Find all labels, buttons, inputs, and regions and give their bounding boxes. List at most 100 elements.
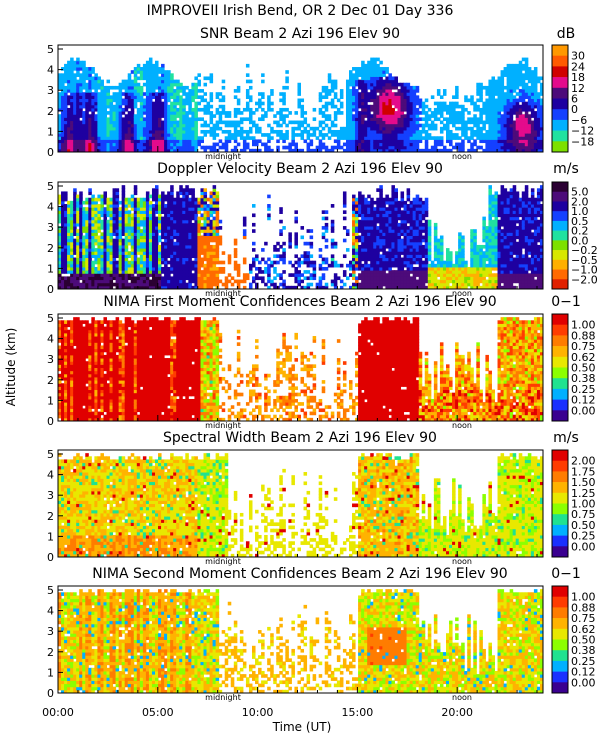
heatmap-cell xyxy=(115,285,120,290)
heatmap-cell xyxy=(64,260,68,265)
heatmap-cell xyxy=(467,148,471,153)
heatmap-cell xyxy=(58,235,62,240)
heatmap-cell xyxy=(518,60,523,65)
heatmap-cell xyxy=(533,82,538,87)
heatmap-cell xyxy=(358,219,362,224)
heatmap-cell xyxy=(142,148,147,153)
heatmap-cell xyxy=(136,279,141,284)
heatmap-cell xyxy=(212,129,217,134)
heatmap-cell xyxy=(494,114,499,118)
heatmap-cell xyxy=(376,117,380,122)
heatmap-cell xyxy=(76,241,80,246)
heatmap-cell xyxy=(79,82,83,87)
heatmap-cell xyxy=(155,235,159,240)
heatmap-cell xyxy=(273,114,277,118)
heatmap-cell xyxy=(170,191,174,196)
heatmap-cell xyxy=(536,142,541,147)
heatmap-cell xyxy=(148,213,153,218)
heatmap-cell xyxy=(373,57,377,62)
heatmap-cell xyxy=(133,266,138,271)
heatmap-cell xyxy=(409,126,414,131)
heatmap-cell xyxy=(109,104,114,109)
heatmap-cell xyxy=(191,107,195,112)
heatmap-cell xyxy=(361,67,365,71)
heatmap-cell xyxy=(209,238,214,243)
heatmap-cell xyxy=(85,279,89,284)
heatmap-cell xyxy=(203,232,208,236)
heatmap-cell xyxy=(167,85,171,90)
heatmap-cell xyxy=(455,114,459,118)
heatmap-cell xyxy=(370,248,374,252)
heatmap-cell xyxy=(173,133,177,137)
heatmap-cell xyxy=(127,73,132,77)
heatmap-cell xyxy=(506,95,511,99)
heatmap-cell xyxy=(282,107,286,112)
heatmap-cell xyxy=(115,136,120,140)
heatmap-cell xyxy=(176,248,180,252)
heatmap-cell xyxy=(158,285,162,290)
heatmap-cell xyxy=(355,263,359,268)
heatmap-cell xyxy=(421,123,426,128)
heatmap-cell xyxy=(82,251,86,255)
heatmap-cell xyxy=(130,260,135,265)
heatmap-cell xyxy=(124,276,129,281)
heatmap-cell xyxy=(306,148,311,153)
heatmap-cell xyxy=(345,232,350,236)
heatmap-cell xyxy=(355,276,359,281)
heatmap-cell xyxy=(88,148,92,153)
heatmap-cell xyxy=(64,101,68,106)
heatmap-cell xyxy=(218,270,223,274)
heatmap-cell xyxy=(155,114,159,118)
heatmap-cell xyxy=(91,194,95,199)
heatmap-cell xyxy=(388,85,392,90)
heatmap-cell xyxy=(209,226,214,230)
heatmap-cell xyxy=(203,194,208,199)
heatmap-cell xyxy=(145,139,150,144)
heatmap-cell xyxy=(327,114,332,118)
heatmap-cell xyxy=(361,107,365,112)
heatmap-cell xyxy=(88,219,92,224)
heatmap-cell xyxy=(85,273,89,277)
heatmap-cell xyxy=(79,142,83,147)
heatmap-cell xyxy=(151,257,156,262)
heatmap-cell xyxy=(64,89,68,93)
heatmap-cell xyxy=(215,120,220,125)
heatmap-cell xyxy=(391,82,395,87)
heatmap-cell xyxy=(506,133,511,137)
heatmap-cell xyxy=(182,101,186,106)
heatmap-cell xyxy=(230,148,235,153)
heatmap-cell xyxy=(376,139,380,144)
heatmap-cell xyxy=(170,89,174,93)
heatmap-cell xyxy=(318,129,323,134)
heatmap-cell xyxy=(103,279,107,284)
heatmap-cell xyxy=(124,248,129,252)
heatmap-cell xyxy=(355,207,359,211)
heatmap-cell xyxy=(124,210,129,214)
heatmap-cell xyxy=(267,276,271,281)
heatmap-cell xyxy=(218,145,223,150)
heatmap-cell xyxy=(479,133,483,137)
heatmap-cell xyxy=(239,126,244,131)
heatmap-cell xyxy=(509,63,514,68)
heatmap-cell xyxy=(58,273,62,277)
heatmap-cell xyxy=(361,251,365,255)
heatmap-cell xyxy=(179,98,183,103)
heatmap-cell xyxy=(73,145,77,150)
heatmap-cell xyxy=(170,142,174,147)
heatmap-cell xyxy=(130,148,135,153)
heatmap-cell xyxy=(139,285,144,290)
heatmap-cell xyxy=(124,148,129,153)
heatmap-cell xyxy=(409,117,414,122)
heatmap-cell xyxy=(85,254,89,259)
heatmap-cell xyxy=(148,85,153,90)
heatmap-cell xyxy=(112,139,117,144)
heatmap-cell xyxy=(455,117,459,122)
heatmap-cell xyxy=(255,107,259,112)
heatmap-cell xyxy=(64,70,68,74)
heatmap-cell xyxy=(285,123,289,128)
heatmap-cell xyxy=(206,226,211,230)
heatmap-cell xyxy=(121,126,126,131)
heatmap-cell xyxy=(70,89,74,93)
heatmap-cell xyxy=(430,123,435,128)
